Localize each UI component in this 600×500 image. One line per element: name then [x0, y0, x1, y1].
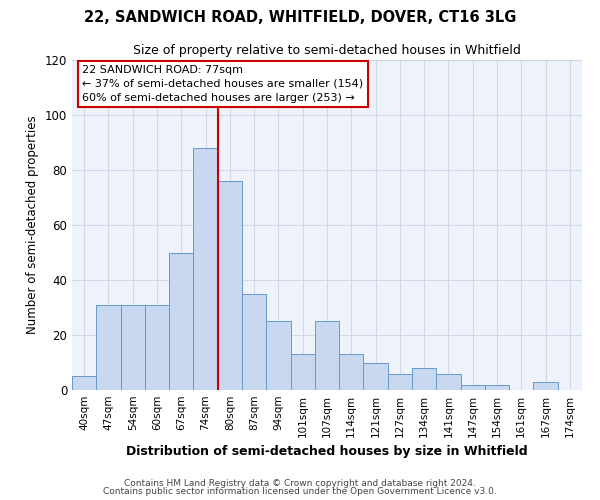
Bar: [290, 354, 315, 390]
Text: 22, SANDWICH ROAD, WHITFIELD, DOVER, CT16 3LG: 22, SANDWICH ROAD, WHITFIELD, DOVER, CT1…: [84, 10, 516, 25]
Bar: [218, 181, 242, 390]
X-axis label: Distribution of semi-detached houses by size in Whitfield: Distribution of semi-detached houses by …: [126, 446, 528, 458]
Bar: [412, 368, 436, 390]
Text: Contains public sector information licensed under the Open Government Licence v3: Contains public sector information licen…: [103, 487, 497, 496]
Bar: [533, 382, 558, 390]
Title: Size of property relative to semi-detached houses in Whitfield: Size of property relative to semi-detach…: [133, 44, 521, 58]
Bar: [436, 374, 461, 390]
Bar: [121, 304, 145, 390]
Bar: [169, 252, 193, 390]
Y-axis label: Number of semi-detached properties: Number of semi-detached properties: [26, 116, 39, 334]
Bar: [339, 354, 364, 390]
Bar: [461, 384, 485, 390]
Bar: [145, 304, 169, 390]
Bar: [315, 322, 339, 390]
Bar: [485, 384, 509, 390]
Text: Contains HM Land Registry data © Crown copyright and database right 2024.: Contains HM Land Registry data © Crown c…: [124, 478, 476, 488]
Bar: [388, 374, 412, 390]
Bar: [193, 148, 218, 390]
Bar: [364, 362, 388, 390]
Bar: [96, 304, 121, 390]
Bar: [242, 294, 266, 390]
Bar: [72, 376, 96, 390]
Text: 22 SANDWICH ROAD: 77sqm
← 37% of semi-detached houses are smaller (154)
60% of s: 22 SANDWICH ROAD: 77sqm ← 37% of semi-de…: [82, 65, 364, 103]
Bar: [266, 322, 290, 390]
